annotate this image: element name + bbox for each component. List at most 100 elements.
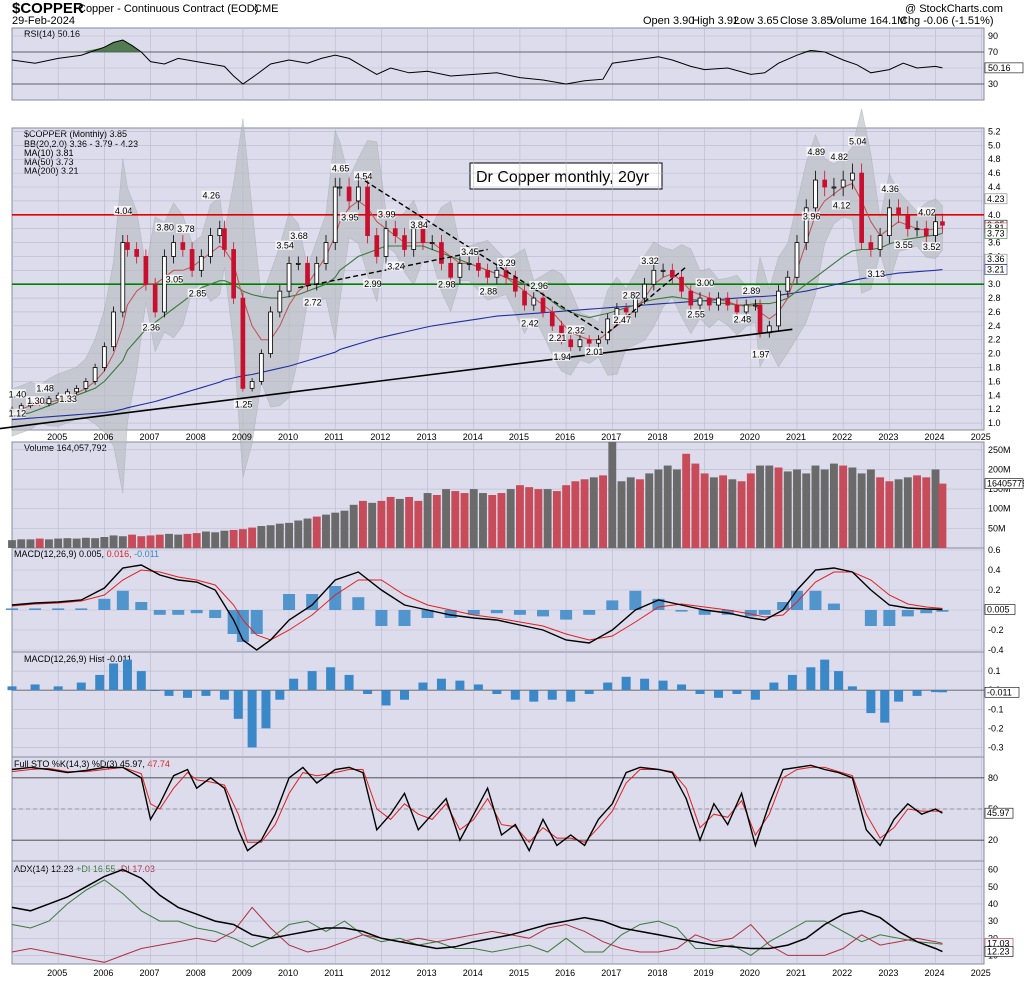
volume-bar: [26, 539, 35, 548]
macd-hist-legend: MACD(12,26,9) Hist -0.011: [24, 654, 132, 664]
price-tick-label: 2.0: [988, 349, 1001, 359]
candle-body: [457, 262, 463, 278]
price-annotation-bg: [801, 211, 820, 221]
rsi-last-box: [984, 62, 1024, 74]
price-annotation: 3.52: [923, 242, 941, 252]
volume-bar: [654, 469, 663, 548]
price-right-label: 4.23: [987, 194, 1005, 204]
price-year-label: 2009: [232, 432, 252, 442]
candle-body: [134, 249, 140, 257]
adx-tick-label: 30: [988, 916, 998, 926]
price-annotation: 4.65: [332, 164, 350, 174]
volume-bar: [72, 538, 81, 548]
volume-bar: [848, 467, 857, 548]
price-annotation-bg: [686, 309, 705, 319]
price-annotation: 3.96: [803, 212, 821, 222]
macd-tick-label: 0.2: [988, 585, 1001, 595]
price-annotation: 3.55: [895, 240, 913, 250]
price-annotation-bg: [303, 297, 322, 307]
price-annotation: 3.80: [156, 223, 174, 233]
vol-last-label: 164057792: [987, 479, 1024, 489]
price-annotation-bg: [917, 207, 936, 217]
volume-bar: [728, 479, 737, 548]
price-annotation-bg: [164, 274, 183, 284]
volume-bar: [81, 537, 90, 548]
macd-histogram-bar: [834, 671, 844, 691]
macd-histogram-bar: [732, 690, 742, 694]
description: Copper - Continuous Contract (EOD): [78, 3, 258, 15]
volume-bar: [525, 487, 534, 548]
ma200-legend: MA(200) 3.21: [24, 166, 79, 176]
volume-bar: [802, 473, 811, 548]
volume-bar: [746, 473, 755, 548]
volume-bar: [451, 491, 460, 548]
bottom-year-label: 2020: [740, 968, 760, 978]
candle-body: [355, 186, 361, 202]
macd-hist-bar: [827, 603, 840, 610]
price-annotation-bg: [520, 318, 539, 328]
price-annotation: 4.82: [831, 152, 849, 162]
price-tick-label: 1.2: [988, 404, 1001, 414]
price-tick-label: 2.6: [988, 307, 1001, 317]
volume-bar: [202, 531, 210, 548]
candle-body: [466, 262, 472, 265]
macd-histogram-bar: [787, 674, 797, 691]
macd-hist-bar: [236, 610, 249, 642]
price-annotation: 3.95: [341, 212, 359, 222]
candle-body: [785, 276, 791, 292]
candle-body: [776, 290, 781, 327]
candle-body: [933, 221, 938, 237]
volume-bar: [737, 481, 746, 548]
volume-bar: [626, 477, 635, 548]
bottom-year-label: 2008: [186, 968, 206, 978]
macd-histogram-bar: [418, 682, 428, 691]
rsi-tick-label: 30: [988, 79, 998, 89]
macd-histogram-bar: [677, 684, 687, 691]
price-annotation: 4.54: [355, 171, 373, 181]
macd-hist-bar: [883, 610, 896, 626]
volume-bar: [63, 538, 72, 548]
candle-body: [896, 207, 901, 216]
volume-bar: [765, 465, 774, 548]
macd-hist-bar: [398, 610, 411, 626]
bottom-year-label: 2018: [647, 968, 667, 978]
candle-body: [429, 242, 435, 244]
vol-tick-label: 250M: [988, 445, 1011, 455]
macd-hist-bar: [209, 610, 222, 618]
downtrend-line: [357, 176, 604, 334]
volume-bar: [118, 536, 127, 548]
price-annotation: 2.89: [743, 286, 761, 296]
macd-hist-bar: [901, 610, 914, 617]
macd-histogram-bar: [621, 676, 631, 691]
vol-last-box: [984, 478, 1024, 489]
price-right-label: 3.21: [987, 265, 1005, 275]
candle-body: [757, 304, 763, 334]
macd-histogram-bar: [122, 659, 132, 691]
price-annotation: 2.82: [623, 291, 641, 301]
macd-histogram-bar: [164, 690, 174, 696]
candle-body: [411, 228, 417, 250]
macd-tick-label: 0.4: [988, 565, 1001, 575]
candle-body: [208, 235, 213, 257]
price-annotation: 3.78: [177, 224, 195, 234]
volume-bar: [820, 469, 829, 548]
price-year-label: 2021: [786, 432, 806, 442]
volume-bar: [866, 469, 875, 548]
price-right-box: [984, 193, 1008, 205]
price-annotation-bg: [409, 219, 428, 229]
candle-body: [522, 290, 527, 306]
macd-panel: [11, 547, 985, 653]
change-value: Chg -0.06 (-1.51%): [900, 15, 994, 27]
candle-body: [171, 242, 176, 257]
candle-body: [162, 256, 167, 313]
macd-hist-bar: [306, 594, 319, 610]
candle-body: [222, 228, 227, 250]
stoch-k-line: [11, 764, 943, 853]
price-annotation: 3.32: [641, 256, 659, 266]
candle-body: [485, 269, 490, 278]
candle-body: [152, 283, 158, 313]
price-annotation: 4.36: [881, 184, 899, 194]
volume-bar: [774, 467, 783, 548]
price-tick-label: 1.8: [988, 363, 1001, 373]
volume-bar: [45, 539, 53, 548]
